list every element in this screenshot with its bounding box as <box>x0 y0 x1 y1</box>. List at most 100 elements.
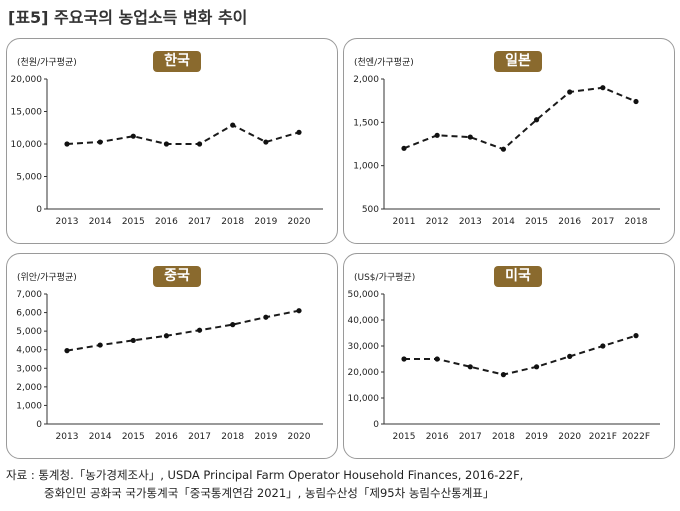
chart-panel-usa: (US$/가구평균) 미국 0 10,000 20,000 30,000 40,000 5… <box>343 253 675 459</box>
y-tick-label: 20,000 <box>348 368 380 378</box>
data-point <box>296 308 302 314</box>
data-point <box>533 117 540 123</box>
data-point <box>230 122 236 128</box>
x-tick-label: 2020 <box>558 432 581 442</box>
y-unit-label: (천원/가구평균) <box>17 58 77 68</box>
x-tick-label: 2014 <box>89 217 112 227</box>
y-tick-label: 1,000 <box>16 401 42 411</box>
y-tick-label: 1,000 <box>353 162 379 172</box>
y-tick-label: 40,000 <box>348 316 380 326</box>
data-point <box>130 133 136 139</box>
y-tick-label: 0 <box>373 420 379 430</box>
x-tick-label: 2015 <box>393 432 416 442</box>
x-tick-label: 2016 <box>155 432 178 442</box>
y-tick-label: 15,000 <box>11 108 43 118</box>
x-tick-label: 2018 <box>625 217 648 227</box>
country-badge: 한국 <box>153 51 201 72</box>
data-point <box>500 146 507 152</box>
x-tick-label: 2015 <box>122 432 145 442</box>
x-tick-label: 2015 <box>122 217 145 227</box>
y-tick-label: 10,000 <box>348 394 380 404</box>
y-tick-label: 50,000 <box>348 290 380 300</box>
y-tick-label: 5,000 <box>16 173 42 183</box>
data-point <box>567 89 573 95</box>
y-tick-label: 1,500 <box>353 118 379 128</box>
country-badge: 일본 <box>494 51 542 72</box>
x-tick-label: 2020 <box>288 432 311 442</box>
data-point <box>296 129 302 135</box>
series-line <box>404 334 637 376</box>
data-point <box>163 141 170 147</box>
y-tick-label: 30,000 <box>348 342 380 352</box>
data-point <box>97 139 103 145</box>
y-tick-label: 500 <box>362 205 379 215</box>
country-badge: 미국 <box>494 266 542 287</box>
y-tick-label: 5,000 <box>16 327 42 337</box>
x-tick-label: 2018 <box>492 432 515 442</box>
chart-svg: 500 1,000 1,500 2,000 2011 2012 2013 2014 2015 20… <box>353 75 660 227</box>
y-tick-label: 4,000 <box>16 346 42 356</box>
chart-svg: 0 10,000 20,000 30,000 40,000 50,000 2015 2016 2… <box>348 290 660 442</box>
x-tick-label: 2022F <box>622 432 650 442</box>
chart-panel-korea: (천원/가구평균) 한국 0 5,000 10,000 15,000 20,000 201… <box>6 38 338 244</box>
x-tick-label: 2013 <box>56 217 79 227</box>
x-tick-label: 2016 <box>558 217 581 227</box>
y-tick-label: 2,000 <box>16 383 42 393</box>
data-point <box>434 356 440 362</box>
y-unit-label: (천엔/가구평균) <box>354 58 414 68</box>
x-tick-label: 2011 <box>393 217 416 227</box>
x-tick-label: 2018 <box>221 432 244 442</box>
chart-panel-japan: (천엔/가구평균) 일본 500 1,000 1,500 2,000 2011 2012 2… <box>343 38 675 244</box>
data-point <box>633 333 639 339</box>
data-point <box>401 145 407 151</box>
data-point <box>434 132 440 138</box>
source-line-2: 중화인민 공화국 국가통계국「중국통계연감 2021」, 농림수산성「제95차 … <box>44 486 495 500</box>
data-point <box>633 98 639 105</box>
series-line <box>66 123 300 145</box>
data-point <box>163 333 170 339</box>
x-tick-label: 2014 <box>89 432 112 442</box>
y-tick-label: 20,000 <box>11 75 43 85</box>
data-point <box>130 337 136 344</box>
data-point <box>263 139 269 145</box>
x-tick-label: 2018 <box>221 217 244 227</box>
x-tick-label: 2020 <box>288 217 311 227</box>
y-tick-label: 3,000 <box>16 364 42 374</box>
data-point <box>567 353 573 359</box>
x-tick-label: 2012 <box>426 217 449 227</box>
x-tick-label: 2019 <box>254 217 277 227</box>
x-tick-label: 2014 <box>492 217 515 227</box>
data-point <box>230 322 236 328</box>
y-tick-label: 0 <box>36 205 42 215</box>
data-point <box>533 364 540 370</box>
data-point <box>500 372 507 378</box>
country-badge: 중국 <box>153 266 201 287</box>
x-tick-label: 2013 <box>56 432 79 442</box>
x-tick-label: 2017 <box>591 217 614 227</box>
series-line <box>403 86 637 151</box>
y-tick-label: 0 <box>36 420 42 430</box>
data-point <box>64 348 70 354</box>
data-point <box>196 327 203 333</box>
y-tick-label: 6,000 <box>16 309 42 319</box>
page-title: [표5] 주요국의 농업소득 변화 추이 <box>8 8 248 27</box>
chart-svg: 0 5,000 10,000 15,000 20,000 2013 2014 2015 2016… <box>11 75 323 227</box>
source-line-1: 자료 : 통계청.「농가경제조사」, USDA Principal Farm O… <box>6 468 524 482</box>
y-tick-label: 10,000 <box>11 140 43 150</box>
chart-panel-china: (위안/가구평균) 중국 0 1,000 2,000 3,000 4,000 5,000 6… <box>6 253 338 459</box>
x-tick-label: 2017 <box>459 432 482 442</box>
x-tick-label: 2016 <box>426 432 449 442</box>
x-tick-label: 2013 <box>459 217 482 227</box>
data-point <box>401 356 407 362</box>
x-tick-label: 2016 <box>155 217 178 227</box>
y-tick-label: 2,000 <box>353 75 379 85</box>
data-point <box>467 364 473 370</box>
data-point <box>263 314 269 320</box>
data-point <box>467 134 473 140</box>
source-note: 자료 : 통계청.「농가경제조사」, USDA Principal Farm O… <box>6 466 523 502</box>
x-tick-label: 2015 <box>525 217 548 227</box>
x-tick-label: 2017 <box>188 432 211 442</box>
y-tick-label: 7,000 <box>16 290 42 300</box>
data-point <box>196 141 203 147</box>
data-point <box>97 342 103 348</box>
